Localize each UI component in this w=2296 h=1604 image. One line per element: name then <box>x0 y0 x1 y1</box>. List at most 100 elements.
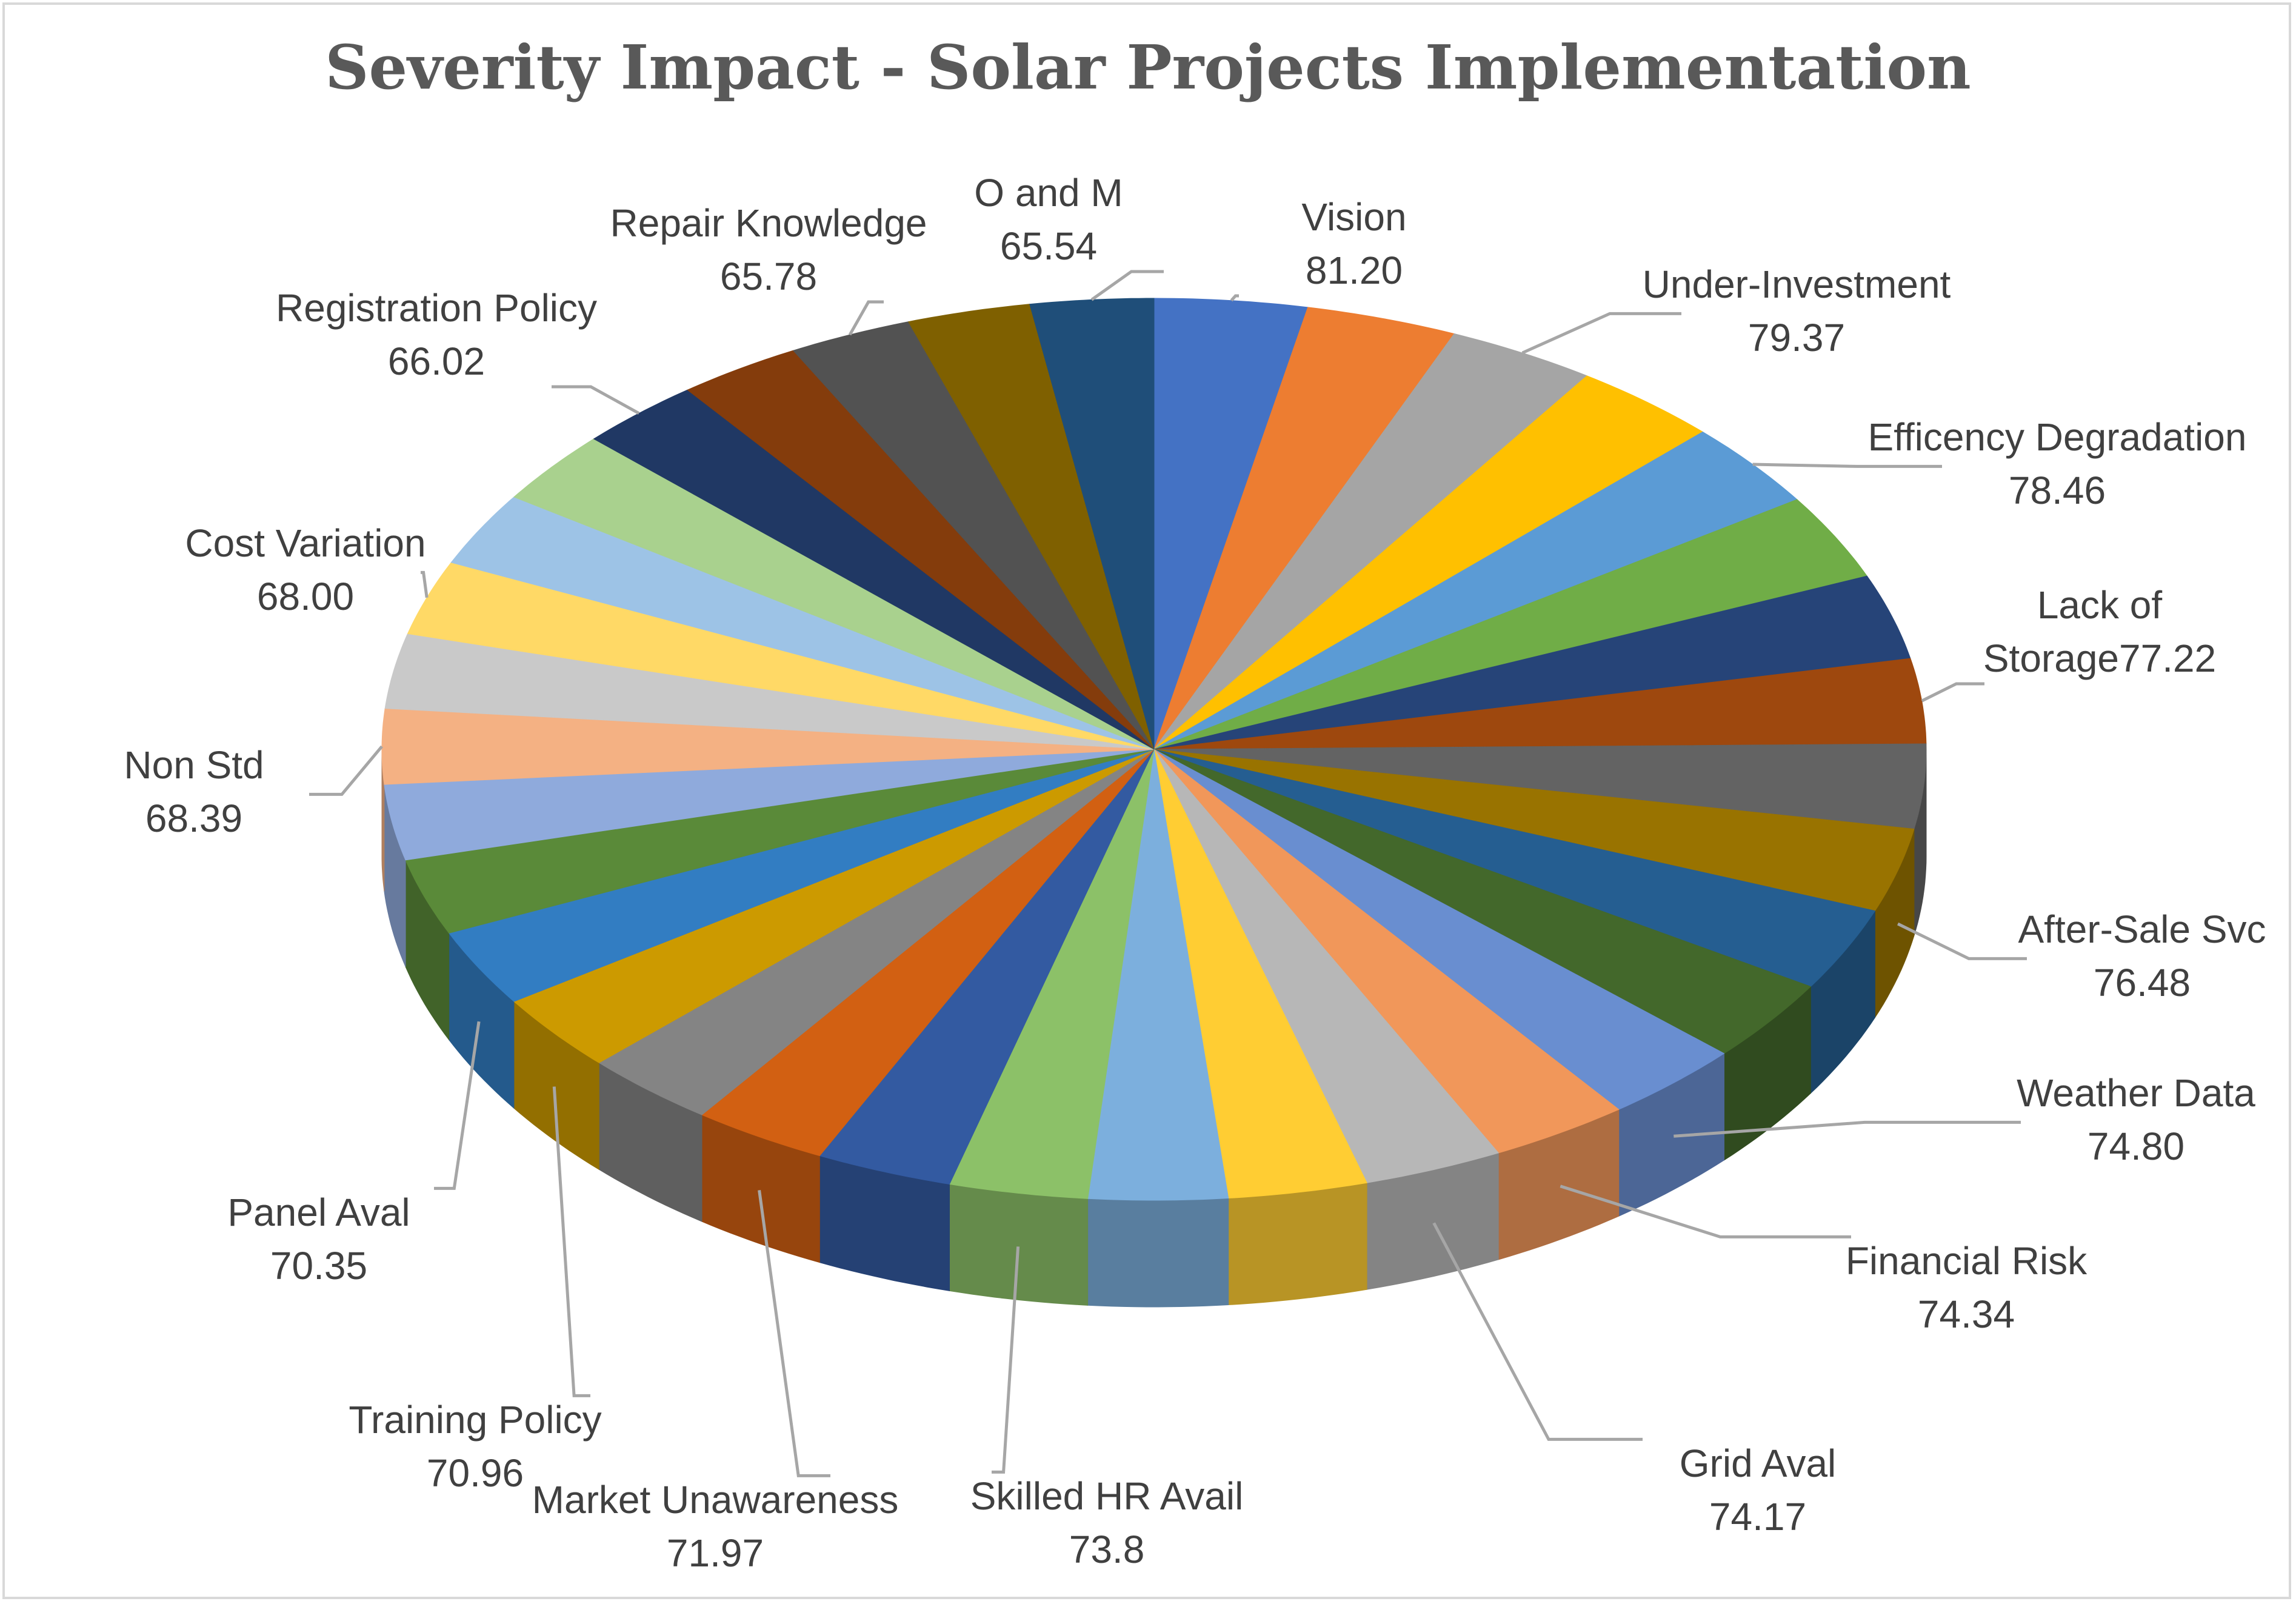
label-training-policy: Training Policy 70.96 <box>349 1398 601 1495</box>
pie-slice-32 <box>687 350 1155 750</box>
label-panel-aval-name: Panel Aval <box>227 1191 410 1234</box>
leader-o-and-m <box>1090 270 1164 301</box>
label-financial-risk-value: 74.34 <box>1918 1292 2015 1336</box>
pie-slice-training-policy <box>513 749 1155 1063</box>
label-cost-variation-value: 68.00 <box>257 575 354 618</box>
pie-slice-30 <box>513 438 1155 750</box>
label-vision-value: 81.20 <box>1306 249 1403 292</box>
pie-slice-4 <box>1153 375 1704 750</box>
label-panel-aval-value: 70.35 <box>270 1244 367 1288</box>
pie-slice-7 <box>1153 575 1911 750</box>
label-efficency-degradation-value: 78.46 <box>2009 469 2106 512</box>
pie-slice-34 <box>907 304 1155 750</box>
pie-side-walls <box>381 749 1927 1308</box>
pie-slice-skilled-hr-avail <box>949 749 1155 1199</box>
pie-side-slice-16 <box>1228 1182 1367 1306</box>
leader-market-unawareness <box>758 1190 830 1477</box>
pie-slice-financial-risk <box>1153 749 1620 1154</box>
leader-non-std <box>309 745 383 796</box>
pie-slice-grid-aval <box>1153 749 1500 1183</box>
leader-weather-data <box>1674 1120 2021 1138</box>
leader-vision <box>1230 294 1239 302</box>
label-market-unawareness-name: Market Unawareness <box>532 1478 899 1522</box>
label-registration-policy: Registration Policy 66.02 <box>276 286 597 383</box>
pie-slice-27 <box>384 633 1155 750</box>
chart-title: Severity Impact - Solar Projects Impleme… <box>325 32 1971 103</box>
label-o-and-m-value: 65.54 <box>1000 224 1097 268</box>
label-non-std-value: 68.39 <box>145 797 242 840</box>
label-grid-aval-value: 74.17 <box>1709 1495 1806 1539</box>
label-cost-variation: Cost Variation 68.00 <box>185 521 425 618</box>
label-weather-data-name: Weather Data <box>2017 1071 2255 1115</box>
label-grid-aval: Grid Aval 74.17 <box>1680 1442 1837 1539</box>
pie-slice-11 <box>1153 749 1876 987</box>
pie-slice-25 <box>384 749 1155 861</box>
label-lack-of-storage: Lack of Storage77.22 <box>1983 583 2216 680</box>
label-after-sale-svc-value: 76.48 <box>2094 961 2191 1004</box>
label-market-unawareness: Market Unawareness 71.97 <box>532 1478 899 1575</box>
label-lack-of-storage-name: Lack of <box>2037 583 2163 627</box>
label-under-investment-name: Under-Investment <box>1643 262 1951 306</box>
label-o-and-m: O and M 65.54 <box>974 171 1123 268</box>
label-after-sale-svc-name: After-Sale Svc <box>2018 907 2266 951</box>
leader-grid-aval <box>1432 1222 1643 1441</box>
pie-slice-19 <box>819 749 1155 1185</box>
pie-slice-16 <box>1153 749 1367 1199</box>
label-efficency-degradation-name: Efficency Degradation <box>1868 415 2247 459</box>
label-registration-policy-name: Registration Policy <box>276 286 597 330</box>
pie-slice-after-sale-svc <box>1153 749 1915 912</box>
label-skilled-hr-avail-name: Skilled HR Avail <box>970 1474 1244 1518</box>
label-financial-risk-name: Financial Risk <box>1846 1239 2087 1283</box>
leader-repair-knowledge <box>848 300 884 336</box>
pie-slice-21 <box>598 749 1155 1115</box>
label-skilled-hr-avail: Skilled HR Avail 73.8 <box>970 1474 1244 1571</box>
slice-labels: Vision 81.20 Under-Investment 79.37 Efficenc… <box>124 171 2266 1575</box>
label-after-sale-svc: After-Sale Svc 76.48 <box>2018 907 2266 1004</box>
label-lack-of-storage-value: Storage77.22 <box>1983 637 2216 680</box>
label-weather-data-value: 74.80 <box>2087 1124 2184 1168</box>
leader-panel-aval <box>434 1021 481 1190</box>
label-vision: Vision 81.20 <box>1301 195 1406 292</box>
pie-slice-29 <box>450 496 1155 750</box>
label-financial-risk: Financial Risk 74.34 <box>1846 1239 2087 1336</box>
leader-training-policy <box>552 1086 590 1397</box>
label-vision-name: Vision <box>1301 195 1406 239</box>
pie-side-slice-17 <box>1087 1197 1229 1308</box>
label-under-investment: Under-Investment 79.37 <box>1643 262 1951 359</box>
pie-slice-market-unawareness <box>701 749 1155 1157</box>
label-market-unawareness-value: 71.97 <box>667 1531 764 1575</box>
pie-slice-2 <box>1153 307 1455 750</box>
label-cost-variation-name: Cost Variation <box>185 521 425 565</box>
label-registration-policy-value: 66.02 <box>388 339 485 383</box>
pie-side-skilled-hr-avail <box>949 1183 1089 1306</box>
pie-slice-9 <box>1153 743 1927 830</box>
label-efficency-degradation: Efficency Degradation 78.46 <box>1868 415 2247 512</box>
leader-after-sale-svc <box>1897 922 2027 960</box>
leader-lack-of-storage <box>1921 682 1984 703</box>
label-weather-data: Weather Data 74.80 <box>2017 1071 2255 1168</box>
label-skilled-hr-avail-value: 73.8 <box>1069 1528 1145 1571</box>
label-repair-knowledge: Repair Knowledge 65.78 <box>610 201 927 298</box>
label-grid-aval-name: Grid Aval <box>1680 1442 1837 1485</box>
pie-slice-12 <box>1153 749 1812 1054</box>
leader-registration-policy <box>552 385 640 415</box>
leader-lines <box>309 270 2027 1477</box>
label-panel-aval: Panel Aval 70.35 <box>227 1191 410 1288</box>
leader-cost-variation <box>421 570 429 598</box>
pie-slice-6 <box>1153 499 1868 750</box>
pie-slice-24 <box>405 749 1155 934</box>
label-repair-knowledge-value: 65.78 <box>720 255 817 298</box>
label-non-std-name: Non Std <box>124 743 264 787</box>
pie-slice-17 <box>1087 749 1229 1201</box>
label-non-std: Non Std 68.39 <box>124 743 264 840</box>
label-repair-knowledge-name: Repair Knowledge <box>610 201 927 245</box>
pie-slice-panel-aval <box>448 749 1155 1002</box>
leader-efficency-degradation <box>1752 463 1942 468</box>
leader-financial-risk <box>1560 1185 1851 1238</box>
pie-top-faces <box>381 298 1927 1201</box>
leader-skilled-hr-avail <box>992 1246 1020 1474</box>
leader-under-investment <box>1521 312 1681 355</box>
label-o-and-m-name: O and M <box>974 171 1123 215</box>
label-training-policy-name: Training Policy <box>349 1398 601 1442</box>
